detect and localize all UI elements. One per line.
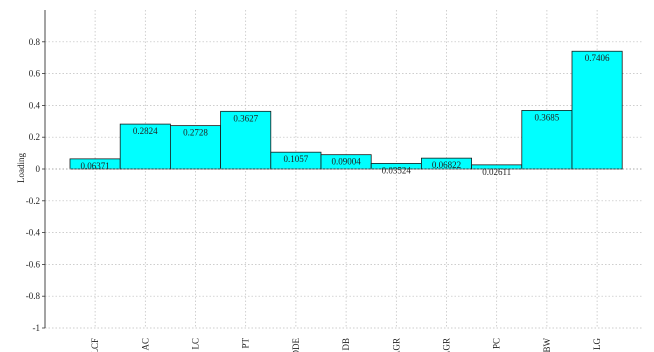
y-tick-label: -0.8	[26, 291, 41, 301]
bar-lg	[571, 50, 623, 170]
x-category-label: LCF	[90, 338, 100, 352]
bar-value-label: 0.1057	[284, 154, 309, 164]
bar-value-label: 0.2728	[183, 128, 208, 138]
x-category-label: LC	[191, 338, 201, 350]
y-axis-title: Loading	[16, 153, 26, 183]
x-category-label: LGR	[442, 338, 452, 352]
bar-lgr	[420, 157, 472, 170]
bar-pt	[220, 110, 272, 170]
bar-value-label: 0.7406	[585, 53, 610, 63]
label-layer: 0.06371 LCF 0.2824 AC 0.2728 LC 0.3627 PT 0.1057…	[80, 53, 610, 352]
bar-value-label: 0.03524	[382, 165, 412, 175]
y-tick-label: 0	[36, 164, 41, 174]
x-category-label: BW	[542, 337, 552, 352]
y-tick-label: -0.2	[26, 196, 40, 206]
y-tick-label: -1	[33, 323, 41, 333]
y-tick-label: -0.4	[26, 228, 41, 238]
x-category-label: AGR	[391, 338, 401, 352]
bar-value-label: 0.09004	[331, 157, 361, 167]
bar-layer	[69, 50, 623, 170]
bar-value-label: 0.3685	[535, 112, 560, 122]
x-category-label: DB	[341, 338, 351, 351]
bar-value-label: 0.3627	[233, 113, 258, 123]
y-tick-label: 0.4	[29, 100, 41, 110]
bar-ac	[119, 123, 171, 170]
y-tick-label: 0.8	[29, 37, 41, 47]
bar-value-label: 0.06822	[432, 160, 461, 170]
y-tick-label: 0.6	[29, 69, 41, 79]
y-tick-label: 0.2	[29, 132, 40, 142]
x-category-label: LG	[592, 338, 602, 350]
bar-bw	[521, 110, 573, 170]
x-category-label: DDE	[291, 338, 301, 352]
x-category-label: PC	[492, 338, 502, 349]
x-category-label: PT	[241, 338, 251, 349]
bar-value-label: 0.02611	[482, 167, 511, 177]
axis-layer: -1 -0.8 -0.6 -0.4 -0.2 0 0.2 0.4 0.6 0.8	[26, 10, 643, 333]
x-category-label: AC	[140, 338, 150, 351]
bar-value-label: 0.2824	[133, 126, 158, 136]
bar-lc	[169, 125, 221, 170]
bar-value-label: 0.06371	[80, 161, 109, 171]
y-tick-label: -0.6	[26, 259, 41, 269]
